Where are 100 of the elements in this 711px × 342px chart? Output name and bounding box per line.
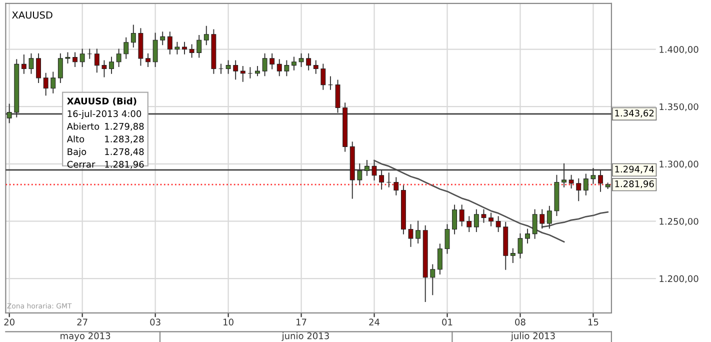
annotation: XAUUSD (Bid)	[67, 97, 136, 106]
candlestick	[488, 212, 494, 226]
candlestick	[444, 224, 450, 254]
candlestick	[262, 53, 268, 76]
candlestick	[174, 42, 180, 54]
candlestick	[146, 53, 150, 67]
candlestick	[240, 66, 246, 82]
text: XAUUSD	[12, 11, 52, 19]
line-series	[374, 160, 565, 243]
candlestick	[94, 48, 100, 73]
annotation: Alto	[66, 135, 84, 142]
candlestick	[598, 170, 603, 192]
candlestick	[364, 160, 370, 176]
candlestick	[335, 80, 340, 113]
y-tick-label: 1.300,00	[660, 160, 698, 168]
x-tick-label: 15	[588, 318, 598, 326]
y-tick-label: 1.200,00	[660, 275, 698, 284]
ref-line-label: 1.281,96	[615, 180, 654, 188]
x-tick-label: 27	[77, 318, 88, 326]
candlestick	[320, 64, 326, 90]
candlestick	[313, 60, 318, 74]
candlestick	[167, 32, 172, 54]
candlestick	[568, 174, 574, 188]
candlestick	[130, 24, 136, 48]
candlestick	[576, 178, 582, 202]
candlestick	[292, 56, 296, 70]
candlestick	[36, 53, 41, 83]
y-tick-label: 1.400,00	[660, 46, 698, 54]
annotation: 1.278,48	[105, 148, 144, 156]
candlestick	[496, 216, 501, 232]
annotation: 1.281,96	[105, 160, 144, 169]
annotation: 16-jul-2013 4:00	[68, 110, 142, 119]
candlestick	[276, 59, 282, 76]
candlestick	[226, 60, 231, 74]
x-tick-label: 20	[4, 318, 14, 326]
candlestick	[72, 52, 78, 67]
candlestick	[466, 216, 472, 232]
x-tick-label: 03	[150, 318, 160, 326]
candlestick	[152, 32, 158, 67]
candlestick	[416, 220, 421, 244]
candlestick	[102, 60, 107, 78]
candlestick	[80, 48, 85, 67]
candlestick	[540, 209, 545, 229]
candlestick	[109, 56, 114, 74]
text: junio 2013	[282, 332, 329, 341]
candlestick	[430, 264, 436, 296]
candlestick	[510, 248, 516, 263]
candlestick	[372, 161, 377, 180]
x-tick-label: 17	[296, 318, 306, 326]
candlestick	[518, 233, 523, 258]
candlestick	[116, 48, 122, 67]
candlestick	[43, 72, 48, 96]
ref-line-label: 1.343,62	[615, 110, 654, 118]
candlestick	[50, 72, 56, 94]
candlestick	[583, 174, 588, 196]
candlestick	[196, 35, 202, 58]
candlestick	[532, 209, 538, 239]
candlestick	[306, 53, 312, 70]
candlestick	[394, 177, 399, 196]
annotation: 1.279,88	[105, 122, 144, 131]
ref-line-label: 1.294,74	[615, 166, 654, 174]
y-tick-label: 1.350,00	[660, 103, 698, 112]
candlestick	[189, 44, 194, 58]
line-series	[541, 211, 609, 228]
candlestick	[65, 52, 70, 64]
annotation: Cerrar	[67, 160, 96, 168]
candlestick	[204, 26, 209, 46]
candlestick	[562, 163, 566, 188]
candlestick	[58, 53, 63, 83]
x-tick-label: 01	[442, 318, 452, 326]
candlestick	[474, 209, 479, 232]
candlestick	[284, 60, 290, 76]
candlestick	[408, 224, 414, 247]
candlestick	[525, 228, 530, 244]
annotation: Bajo	[68, 148, 86, 157]
candlestick	[437, 244, 442, 274]
candlestick	[590, 168, 596, 184]
candlestick	[546, 206, 552, 229]
candlestick	[452, 204, 458, 234]
text: mayo 2013	[60, 332, 110, 341]
candlestick	[255, 66, 260, 76]
candlestick	[124, 37, 129, 59]
text: julio 2013	[510, 332, 555, 341]
candlestick	[357, 163, 362, 186]
candlestick	[459, 204, 464, 226]
candlestick	[298, 53, 304, 67]
candlestick	[28, 53, 34, 74]
candlestick	[182, 42, 187, 54]
annotation: Abierto	[66, 122, 100, 130]
candlestick	[481, 209, 486, 223]
x-tick-label: 24	[369, 318, 380, 326]
candlestick	[233, 60, 238, 80]
candlestick	[270, 53, 275, 70]
x-tick-label: 08	[515, 318, 526, 326]
y-tick-label: 1.250,00	[660, 218, 698, 226]
candlestick	[160, 32, 166, 46]
annotation: 1.283,28	[105, 136, 144, 144]
candlestick	[6, 104, 12, 124]
candlestick	[379, 170, 384, 190]
x-tick-label: 10	[224, 318, 234, 326]
